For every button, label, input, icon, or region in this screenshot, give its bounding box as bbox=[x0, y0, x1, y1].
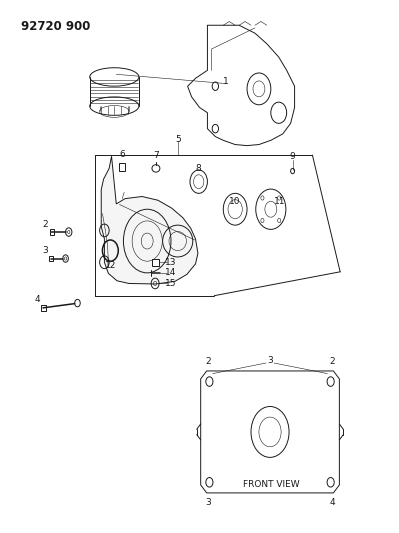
Bar bbox=[50, 229, 54, 235]
Text: 4: 4 bbox=[330, 498, 335, 507]
Polygon shape bbox=[101, 156, 198, 284]
Text: 11: 11 bbox=[274, 197, 286, 206]
Text: 10: 10 bbox=[229, 197, 241, 206]
Polygon shape bbox=[188, 25, 294, 146]
Text: 2: 2 bbox=[42, 220, 48, 229]
Text: 2: 2 bbox=[330, 357, 335, 366]
Bar bbox=[49, 256, 53, 261]
Text: 12: 12 bbox=[105, 261, 116, 270]
Text: 8: 8 bbox=[196, 164, 201, 173]
Text: 3: 3 bbox=[267, 356, 273, 365]
Text: 1: 1 bbox=[223, 77, 229, 86]
Bar bbox=[119, 163, 125, 171]
Text: 92720 900: 92720 900 bbox=[21, 20, 91, 33]
Text: 9: 9 bbox=[290, 152, 296, 161]
Text: 6: 6 bbox=[119, 150, 125, 159]
Text: 7: 7 bbox=[153, 151, 159, 160]
Text: 5: 5 bbox=[175, 135, 181, 144]
Text: 2: 2 bbox=[206, 357, 211, 366]
Text: 15: 15 bbox=[165, 279, 177, 288]
Text: 3: 3 bbox=[205, 498, 211, 507]
Bar bbox=[41, 305, 46, 311]
Text: FRONT VIEW: FRONT VIEW bbox=[243, 480, 299, 489]
Bar bbox=[152, 259, 159, 266]
Text: 3: 3 bbox=[42, 246, 48, 255]
Text: 4: 4 bbox=[34, 295, 40, 304]
Text: 14: 14 bbox=[165, 268, 177, 277]
Text: 13: 13 bbox=[165, 258, 177, 266]
Polygon shape bbox=[201, 371, 340, 493]
